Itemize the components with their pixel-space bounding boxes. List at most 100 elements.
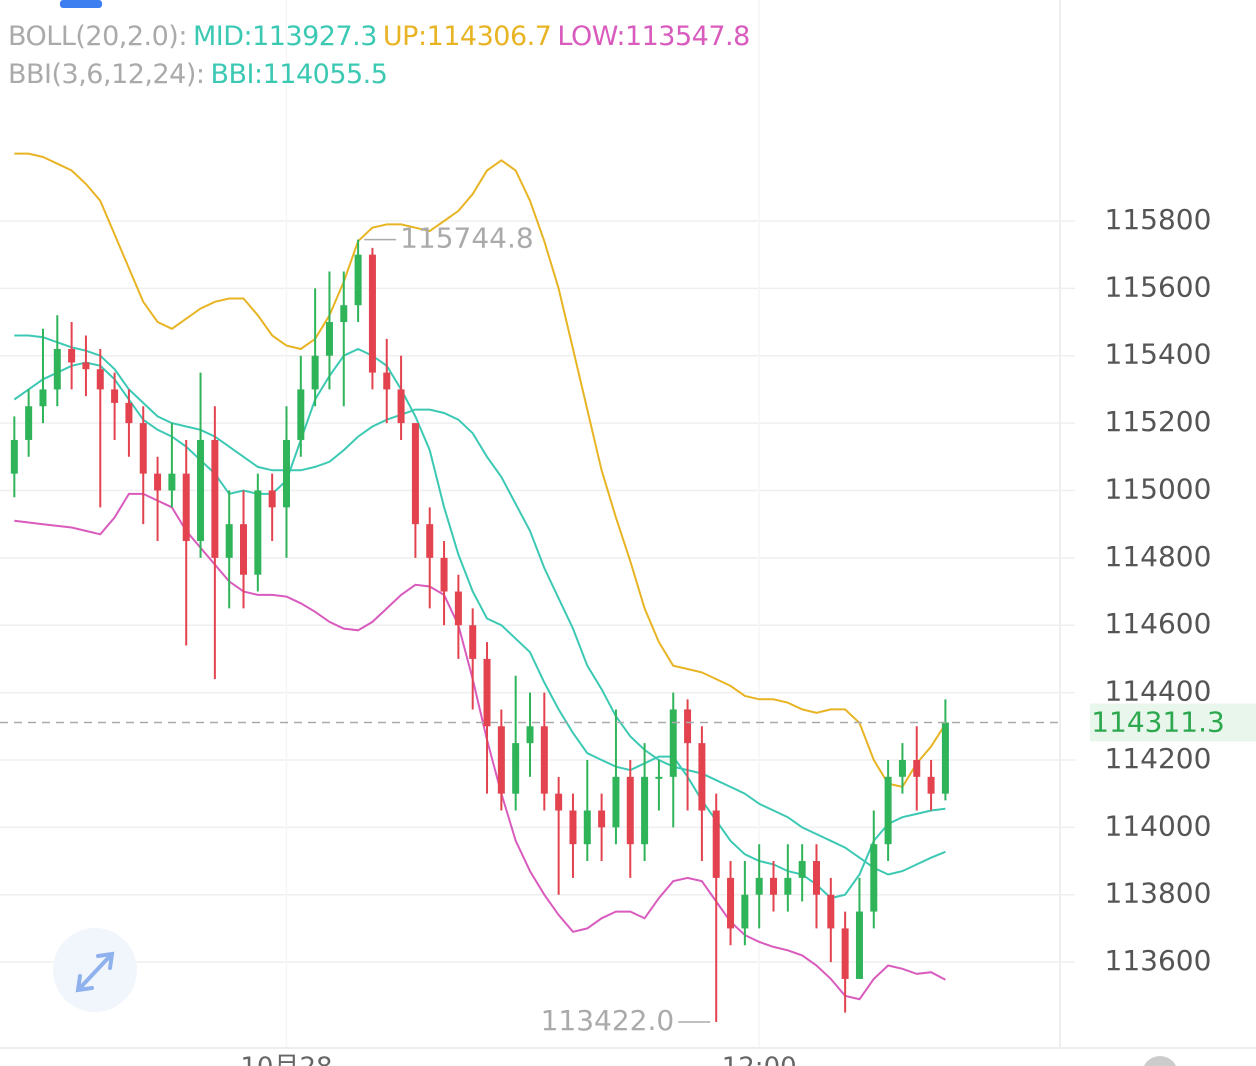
candle-body — [884, 776, 892, 845]
candle-body — [25, 406, 33, 440]
indicator-line — [14, 492, 946, 1001]
y-tick-label: 115400 — [1105, 338, 1212, 371]
annotation-label: 115744.8 — [400, 222, 534, 255]
y-tick-label: 115000 — [1105, 472, 1212, 505]
candle-body — [383, 372, 391, 390]
candle-body — [211, 439, 219, 558]
candle-body — [598, 810, 606, 828]
indicator-lines — [13, 152, 947, 1001]
candle-body — [641, 776, 649, 845]
candle-body — [626, 776, 634, 845]
candle-body — [712, 810, 720, 878]
candle-body — [727, 877, 735, 929]
y-tick-label: 114000 — [1105, 809, 1212, 842]
indicator-value: LOW:113547.8 — [557, 21, 750, 52]
candle-body — [870, 844, 878, 912]
candle-body — [770, 877, 778, 895]
y-tick-label: 115800 — [1105, 203, 1212, 236]
candle-body — [483, 658, 491, 727]
candle-body — [225, 524, 233, 558]
indicator-line — [13, 347, 946, 900]
candle-body — [168, 473, 176, 491]
candle-body — [898, 759, 906, 777]
candle-body — [240, 524, 248, 575]
candle-body — [368, 254, 376, 373]
candle-body — [111, 389, 119, 403]
candle-body — [941, 722, 949, 794]
x-tick-label: 10月28 — [240, 1053, 332, 1066]
candle-body — [755, 877, 763, 895]
candle-body — [669, 709, 677, 777]
candle-body — [526, 726, 534, 744]
candle-body — [798, 861, 806, 878]
candle-body — [827, 894, 835, 929]
indicator-row: BOLL(20,2.0): MID:113927.3 UP:114306.7 LOW:… — [8, 18, 750, 56]
indicator-value: BBI:114055.5 — [210, 59, 388, 90]
y-tick-label: 114600 — [1105, 607, 1212, 640]
candle-body — [426, 524, 434, 558]
candle-body — [125, 402, 133, 424]
candle-body — [82, 362, 90, 370]
y-tick-label: 115600 — [1105, 270, 1212, 303]
candle-body — [139, 423, 147, 474]
tab-indicator — [60, 0, 102, 8]
candle-body — [354, 254, 362, 306]
candle-body — [182, 473, 190, 542]
candle-body — [698, 743, 706, 811]
y-tick-label: 114400 — [1105, 675, 1212, 708]
candle-body — [311, 355, 319, 390]
candle-body — [440, 557, 448, 592]
annotation-label: 113422.0 — [541, 1004, 675, 1037]
candle-body — [397, 389, 405, 424]
candle-body — [197, 439, 205, 542]
candle-body — [154, 473, 162, 491]
candle-body — [583, 810, 591, 845]
y-tick-label: 114200 — [1105, 742, 1212, 775]
candle-body — [812, 861, 820, 895]
candle-body — [612, 776, 620, 828]
candle-body — [411, 423, 419, 525]
candle-body — [497, 726, 505, 794]
candle-body — [841, 928, 849, 979]
candle-body — [927, 776, 935, 794]
candle-body — [454, 591, 462, 626]
indicator-name: BBI(3,6,12,24): — [8, 59, 205, 90]
scroll-button[interactable] — [1142, 1056, 1178, 1066]
candle-body — [254, 490, 262, 575]
expand-button[interactable] — [53, 928, 137, 1012]
candle-body — [655, 776, 663, 779]
candle-body — [325, 322, 333, 356]
indicator-line — [14, 152, 947, 789]
candle-body — [297, 389, 305, 440]
candle-body — [340, 305, 348, 323]
candle-body — [68, 348, 76, 363]
indicator-row: BBI(3,6,12,24): BBI:114055.5 — [8, 56, 750, 94]
candles — [10, 239, 949, 1023]
expand-icon — [75, 951, 115, 993]
grid — [0, 220, 1075, 963]
candle-body — [540, 726, 548, 794]
y-tick-label: 113600 — [1105, 944, 1212, 977]
candle-body — [512, 743, 520, 794]
last-price-label: 114311.3 — [1091, 705, 1225, 738]
x-tick-label: 12:00 — [722, 1053, 797, 1066]
candle-body — [741, 894, 749, 929]
y-tick-label: 113800 — [1105, 877, 1212, 910]
indicator-name: BOLL(20,2.0): — [8, 21, 187, 52]
candle-body — [913, 759, 921, 777]
candle-body — [96, 369, 104, 390]
candle-body — [855, 911, 863, 979]
candle-body — [569, 810, 577, 845]
labels: 113600 113800 114000 114200 114400 114600 1148… — [0, 203, 1256, 1066]
candle-body — [10, 439, 18, 474]
y-tick-label: 115200 — [1105, 405, 1212, 438]
candle-body — [684, 709, 692, 744]
candle-body — [282, 439, 290, 508]
candle-body — [268, 490, 276, 508]
candle-body — [784, 877, 792, 895]
indicator-header: BOLL(20,2.0): MID:113927.3 UP:114306.7 LOW:… — [8, 18, 750, 94]
y-tick-label: 114800 — [1105, 540, 1212, 573]
candle-body — [53, 348, 61, 390]
